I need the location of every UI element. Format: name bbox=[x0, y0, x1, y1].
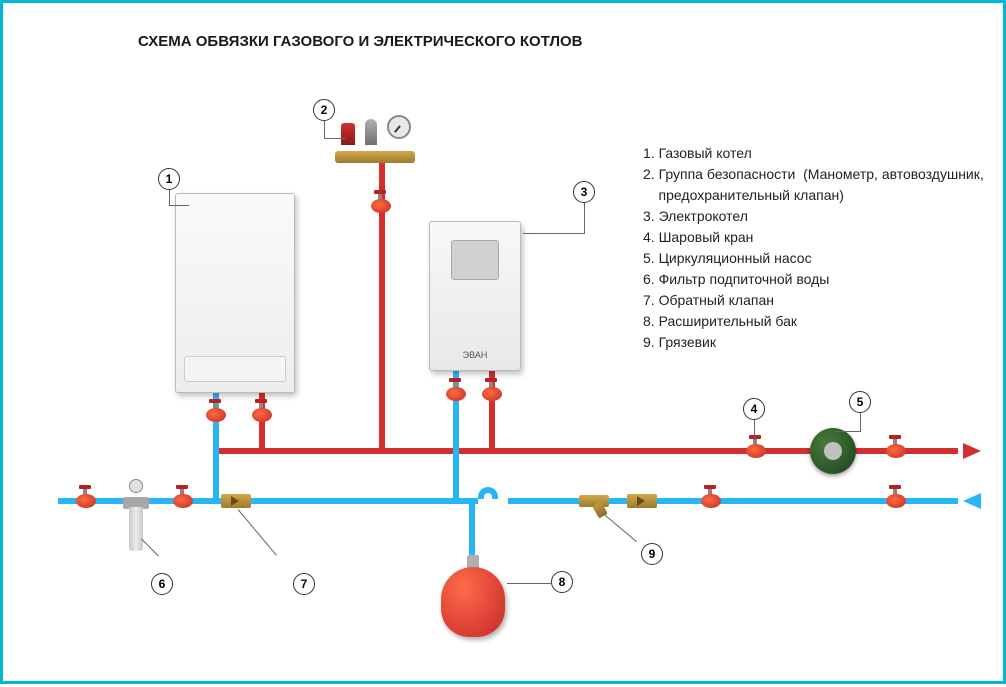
ball-valve bbox=[368, 193, 394, 215]
callout-lead bbox=[754, 420, 755, 440]
boiler-control-panel bbox=[184, 356, 286, 382]
boiler-brand-label: ЭВАН bbox=[463, 350, 488, 360]
ball-valve bbox=[443, 381, 469, 403]
safety-group bbox=[335, 115, 425, 169]
cold-pipe bbox=[58, 498, 478, 504]
pump-rotor-icon bbox=[824, 442, 842, 460]
callout-9: 9 bbox=[641, 543, 663, 565]
check-valve bbox=[627, 494, 657, 508]
callout-3: 3 bbox=[573, 181, 595, 203]
flow-arrow-in-icon bbox=[963, 493, 981, 509]
safety-manifold bbox=[335, 151, 415, 163]
callout-6: 6 bbox=[151, 573, 173, 595]
callout-lead bbox=[860, 413, 861, 431]
electric-boiler: ЭВАН bbox=[429, 221, 521, 371]
ball-valve bbox=[249, 402, 275, 424]
callout-8: 8 bbox=[551, 571, 573, 593]
callout-lead bbox=[523, 233, 585, 234]
callout-2: 2 bbox=[313, 99, 335, 121]
callout-lead bbox=[507, 583, 551, 584]
pressure-gauge-icon bbox=[387, 115, 411, 139]
ball-valve bbox=[883, 488, 909, 510]
diagram-frame: СХЕМА ОБВЯЗКИ ГАЗОВОГО И ЭЛЕКТРИЧЕСКОГО … bbox=[0, 0, 1006, 684]
callout-lead bbox=[603, 513, 637, 542]
ball-valve bbox=[698, 488, 724, 510]
tank-body-icon bbox=[441, 567, 505, 637]
callout-lead bbox=[324, 138, 346, 139]
ball-valve bbox=[883, 438, 909, 460]
expansion-tank bbox=[441, 555, 505, 637]
callout-lead bbox=[169, 190, 170, 206]
callout-5: 5 bbox=[849, 391, 871, 413]
boiler-display bbox=[451, 240, 499, 280]
piping-diagram: ЭВАН bbox=[3, 3, 1006, 687]
air-vent-icon bbox=[365, 119, 377, 145]
strainer bbox=[579, 493, 609, 515]
callout-7: 7 bbox=[293, 573, 315, 595]
callout-lead bbox=[324, 121, 325, 139]
pressure-relief-valve-icon bbox=[341, 123, 355, 145]
flow-arrow-out-icon bbox=[963, 443, 981, 459]
gas-boiler bbox=[175, 193, 295, 393]
callout-lead bbox=[238, 509, 277, 556]
check-valve bbox=[221, 494, 251, 508]
callout-4: 4 bbox=[743, 398, 765, 420]
ball-valve bbox=[73, 488, 99, 510]
callout-lead bbox=[584, 203, 585, 233]
ball-valve bbox=[203, 402, 229, 424]
callout-1: 1 bbox=[158, 168, 180, 190]
ball-valve bbox=[479, 381, 505, 403]
ball-valve bbox=[170, 488, 196, 510]
ball-valve bbox=[743, 438, 769, 460]
cold-pipe bbox=[469, 498, 475, 562]
callout-lead bbox=[169, 205, 189, 206]
callout-lead bbox=[835, 431, 861, 432]
filter-gauge-icon bbox=[129, 479, 143, 493]
cold-pipe-bridge bbox=[478, 487, 498, 499]
hot-pipe bbox=[213, 448, 265, 454]
filter-cartridge-icon bbox=[129, 507, 143, 551]
